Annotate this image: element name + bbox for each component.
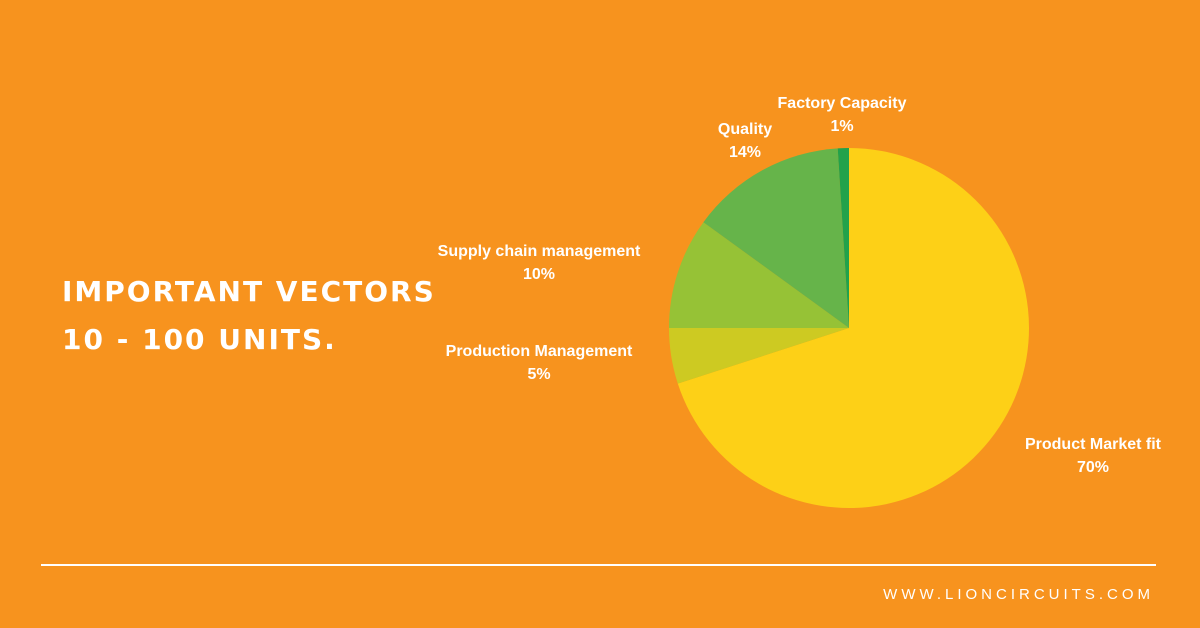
pie-labels: Product Market fit 70% Production Manageme…: [438, 95, 1162, 476]
pie-slice-factory-capacity: [837, 148, 849, 328]
pie-slice-quality: [703, 148, 849, 328]
headline-line-1: IMPORTANT VECTORS: [62, 275, 436, 308]
slice-value-production-management: 5%: [527, 366, 550, 383]
headline: IMPORTANT VECTORS 10 - 100 UNITS.: [62, 268, 436, 364]
pie-slices: [669, 147, 1030, 508]
footer-divider: [41, 564, 1156, 566]
slice-value-product-market-fit: 70%: [1077, 459, 1109, 476]
headline-line-2: 10 - 100 UNITS.: [62, 323, 337, 356]
pie-slice-production-management: [669, 328, 849, 384]
slice-label-product-market-fit: Product Market fit: [1025, 436, 1162, 453]
footer-url: WWW.LIONCIRCUITS.COM: [883, 586, 1154, 603]
slice-label-production-management: Production Management: [446, 343, 633, 360]
slice-label-factory-capacity: Factory Capacity: [778, 95, 907, 112]
slice-label-quality: Quality: [718, 121, 772, 138]
slice-label-supply-chain-management: Supply chain management: [438, 243, 641, 260]
pie-slice-product-market-fit: [677, 147, 1030, 508]
slice-value-factory-capacity: 1%: [830, 118, 853, 135]
pie-slice-supply-chain-management: [669, 222, 849, 328]
slice-value-quality: 14%: [729, 144, 761, 161]
slice-value-supply-chain-management: 10%: [523, 266, 555, 283]
